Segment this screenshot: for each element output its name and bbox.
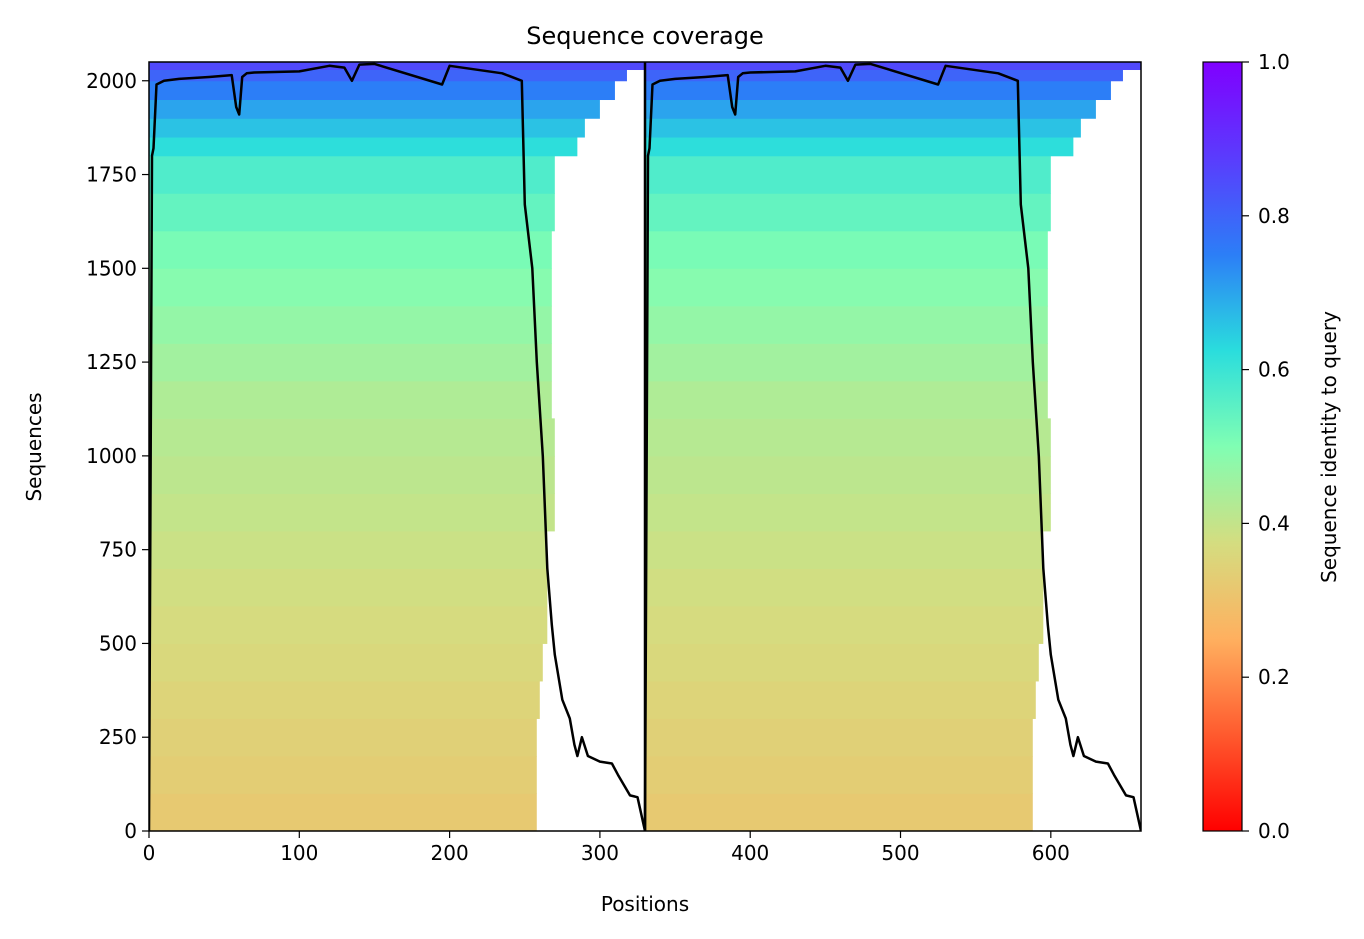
coverage-block-chain1	[149, 530, 548, 569]
y-tick-label: 250	[99, 725, 137, 749]
coverage-block-chain1	[149, 230, 552, 269]
coverage-block-chain2	[645, 380, 1048, 419]
x-tick-label: 600	[1032, 841, 1070, 865]
coverage-block-chain1	[149, 69, 627, 82]
coverage-block-chain2	[645, 62, 1141, 71]
coverage-block-chain1	[149, 680, 540, 719]
coverage-block-chain2	[645, 193, 1051, 232]
y-axis-label: Sequences	[22, 392, 46, 501]
coverage-block-chain2	[645, 69, 1123, 82]
colorbar-tick-label: 0.6	[1258, 358, 1290, 382]
coverage-block-chain1	[149, 268, 552, 307]
coverage-block-chain2	[645, 793, 1033, 831]
coverage-block-chain2	[645, 455, 1051, 494]
plot-frame	[148, 61, 1142, 832]
y-tick-label: 0	[124, 819, 137, 843]
coverage-block-chain1	[149, 718, 537, 757]
coverage-block-chain2	[645, 268, 1048, 307]
coverage-block-chain2	[645, 137, 1074, 157]
colorbar-tick-label: 0.2	[1258, 665, 1290, 689]
x-tick-label: 0	[143, 841, 156, 865]
coverage-line-layer	[149, 62, 1141, 831]
coverage-block-chain1	[149, 793, 537, 831]
y-tick-label: 1500	[86, 256, 137, 280]
coverage-block-chain2	[645, 568, 1044, 607]
y-tick-label: 500	[99, 631, 137, 655]
colorbar-label: Sequence identity to query	[1317, 311, 1341, 583]
y-tick-label: 1250	[86, 350, 137, 374]
x-tick-label: 100	[280, 841, 318, 865]
x-tick-label: 300	[581, 841, 619, 865]
coverage-block-chain1	[149, 155, 555, 194]
coverage-block-chain2	[645, 643, 1039, 682]
colorbar-tick-label: 0.4	[1258, 511, 1290, 535]
coverage-block-chain2	[645, 755, 1033, 794]
coverage-block-chain2	[645, 680, 1036, 719]
y-axis: 0 250 500 750 1000 1250 1500 1750 2000	[86, 69, 149, 843]
coverage-block-chain1	[149, 755, 537, 794]
coverage-block-chain1	[149, 305, 552, 344]
coverage-block-chain2	[645, 343, 1048, 382]
coverage-block-chain1	[149, 343, 552, 382]
coverage-block-chain1	[149, 193, 555, 232]
coverage-block-chain1	[149, 493, 555, 532]
coverage-block-chain1	[149, 99, 600, 119]
colorbar	[1202, 61, 1243, 832]
x-axis: 0 100 200 300 400 500 600	[143, 831, 1070, 865]
plot-area	[149, 62, 1141, 831]
coverage-line	[149, 62, 1141, 831]
y-tick-label: 1750	[86, 163, 137, 187]
coverage-block-chain2	[645, 155, 1051, 194]
chart-title: Sequence coverage	[526, 22, 763, 50]
coverage-block-chain1	[149, 568, 548, 607]
coverage-block-chain1	[149, 605, 548, 644]
x-tick-label: 500	[881, 841, 919, 865]
coverage-block-chain1	[149, 455, 555, 494]
y-tick-label: 750	[99, 538, 137, 562]
coverage-block-chain1	[149, 643, 543, 682]
y-tick-label: 1000	[86, 444, 137, 468]
coverage-block-chain2	[645, 80, 1111, 101]
x-axis-label: Positions	[601, 892, 689, 916]
colorbar-tick-label: 0.0	[1258, 819, 1290, 843]
coverage-block-chain2	[645, 718, 1033, 757]
coverage-block-chain2	[645, 118, 1081, 138]
x-tick-label: 200	[431, 841, 469, 865]
coverage-block-chain1	[149, 62, 645, 71]
colorbar-axis: 0.0 0.2 0.4 0.6 0.8 1.0	[1242, 50, 1290, 843]
x-tick-label: 400	[731, 841, 769, 865]
coverage-block-chain2	[645, 605, 1044, 644]
y-tick-label: 2000	[86, 69, 137, 93]
coverage-block-chain2	[645, 230, 1048, 269]
coverage-block-chain1	[149, 118, 585, 138]
coverage-block-chain2	[645, 99, 1096, 119]
coverage-block-chain2	[645, 305, 1048, 344]
colorbar-tick-label: 1.0	[1258, 50, 1290, 74]
colorbar-tick-label: 0.8	[1258, 204, 1290, 228]
coverage-block-chain1	[149, 137, 578, 157]
coverage-block-chain2	[645, 418, 1051, 457]
coverage-block-chain1	[149, 380, 552, 419]
coverage-block-chain2	[645, 493, 1051, 532]
coverage-block-chain1	[149, 418, 555, 457]
coverage-block-chain1	[149, 80, 615, 101]
coverage-block-chain2	[645, 530, 1044, 569]
